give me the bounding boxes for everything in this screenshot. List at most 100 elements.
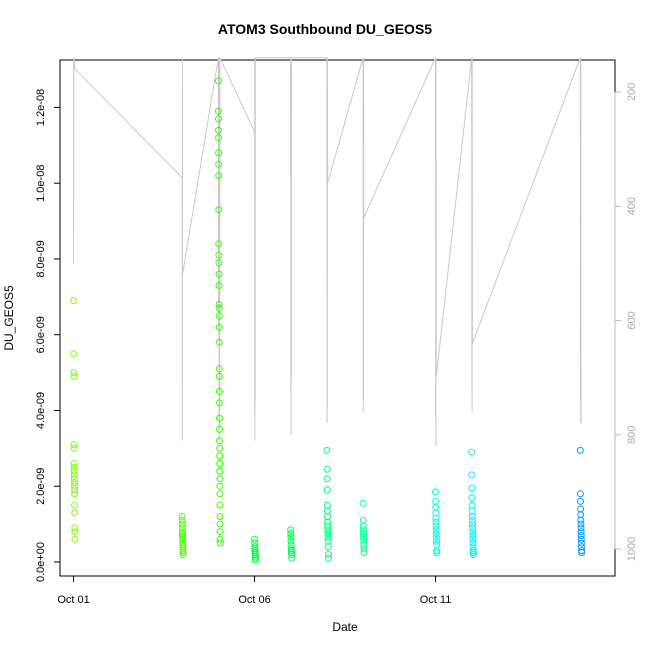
data-point	[216, 528, 224, 536]
data-point	[215, 372, 223, 380]
data-point	[324, 530, 332, 538]
y-axis-label: DU_GEOS5	[2, 285, 16, 351]
pressure-trace-line	[73, 57, 582, 447]
secondary-y-axis: 200 400 600 800 1000	[614, 83, 638, 561]
data-point	[469, 520, 476, 528]
data-point	[468, 513, 476, 520]
data-point	[71, 528, 79, 536]
data-point	[360, 533, 368, 541]
data-point	[215, 134, 223, 142]
data-point	[468, 516, 476, 524]
data-point	[360, 549, 368, 556]
y-tick-label: 1.2e-08	[35, 89, 47, 126]
data-point	[216, 437, 224, 445]
data-point	[178, 513, 186, 520]
data-point	[468, 484, 476, 492]
data-point	[216, 482, 224, 490]
y-tick-label: 6.0e-09	[35, 316, 47, 353]
x-axis-label: Date	[332, 620, 358, 634]
data-point	[577, 520, 585, 528]
data-point	[323, 475, 331, 483]
data-point	[324, 533, 332, 541]
data-point	[179, 547, 187, 555]
y-tick-label: 4.0e-09	[35, 392, 47, 429]
data-point	[469, 532, 477, 539]
data-point	[432, 526, 440, 534]
data-point	[360, 537, 368, 545]
data-point	[71, 486, 78, 494]
y-tick-label: 1.0e-08	[35, 165, 47, 202]
data-point	[323, 465, 331, 473]
data-point	[215, 365, 223, 373]
data-point	[215, 270, 223, 278]
y-axis: 0.0e+00 2.0e-09 4.0e-09 6.0e-09 8.0e-09 1.0e-…	[35, 89, 61, 582]
y2-tick-label: 200	[626, 83, 638, 101]
data-point	[576, 490, 584, 498]
data-point	[360, 530, 367, 538]
data-point	[215, 240, 223, 248]
data-point	[216, 520, 224, 528]
data-point	[71, 501, 79, 509]
data-point	[287, 526, 295, 534]
data-point	[71, 490, 79, 498]
data-point	[577, 535, 585, 543]
y-tick-label: 8.0e-09	[35, 240, 47, 277]
data-point	[432, 509, 440, 517]
data-point	[468, 448, 476, 456]
data-point	[432, 533, 440, 541]
data-point	[359, 516, 367, 524]
data-point	[432, 530, 440, 538]
data-point	[215, 172, 223, 180]
data-point	[70, 441, 78, 449]
data-point	[359, 522, 367, 530]
data-point	[216, 535, 224, 543]
data-point	[215, 338, 223, 346]
data-point	[468, 501, 476, 509]
data-point	[468, 494, 476, 502]
data-point	[324, 543, 332, 551]
data-point	[215, 388, 223, 395]
data-point	[324, 537, 332, 545]
data-point	[71, 509, 79, 517]
data-point	[324, 526, 332, 534]
data-point	[287, 537, 295, 545]
x-tick-label: Oct 11	[420, 594, 452, 606]
data-point	[215, 115, 222, 123]
data-point	[432, 503, 440, 511]
data-point	[287, 533, 295, 541]
data-point	[215, 251, 223, 259]
chart-title: ATOM3 Southbound DU_GEOS5	[218, 21, 432, 37]
data-point	[577, 497, 584, 505]
data-point	[215, 126, 222, 134]
y2-tick-label: 800	[626, 426, 638, 444]
data-point	[468, 471, 476, 479]
data-point	[216, 475, 224, 483]
data-point	[288, 550, 296, 558]
data-point	[214, 107, 222, 115]
data-point	[71, 535, 79, 543]
data-point	[433, 541, 441, 549]
data-point	[70, 479, 78, 486]
y2-tick-label: 1000	[626, 537, 638, 561]
data-point	[324, 522, 332, 530]
data-point	[71, 482, 78, 490]
data-point	[287, 530, 295, 538]
data-point	[70, 475, 78, 483]
data-point	[70, 467, 78, 475]
y2-tick-label: 600	[626, 311, 638, 329]
data-point	[71, 524, 79, 532]
data-point	[215, 304, 223, 312]
data-point	[469, 528, 477, 536]
data-point	[577, 539, 585, 547]
data-point	[323, 501, 331, 509]
data-point	[70, 463, 78, 471]
data-point	[469, 535, 477, 543]
data-point	[576, 446, 584, 454]
data-point	[577, 524, 585, 532]
data-point	[360, 545, 368, 553]
data-point	[325, 554, 332, 562]
data-point	[432, 497, 440, 505]
data-point	[469, 524, 477, 532]
pressure-trace-layer	[73, 57, 582, 447]
data-point	[432, 522, 440, 530]
